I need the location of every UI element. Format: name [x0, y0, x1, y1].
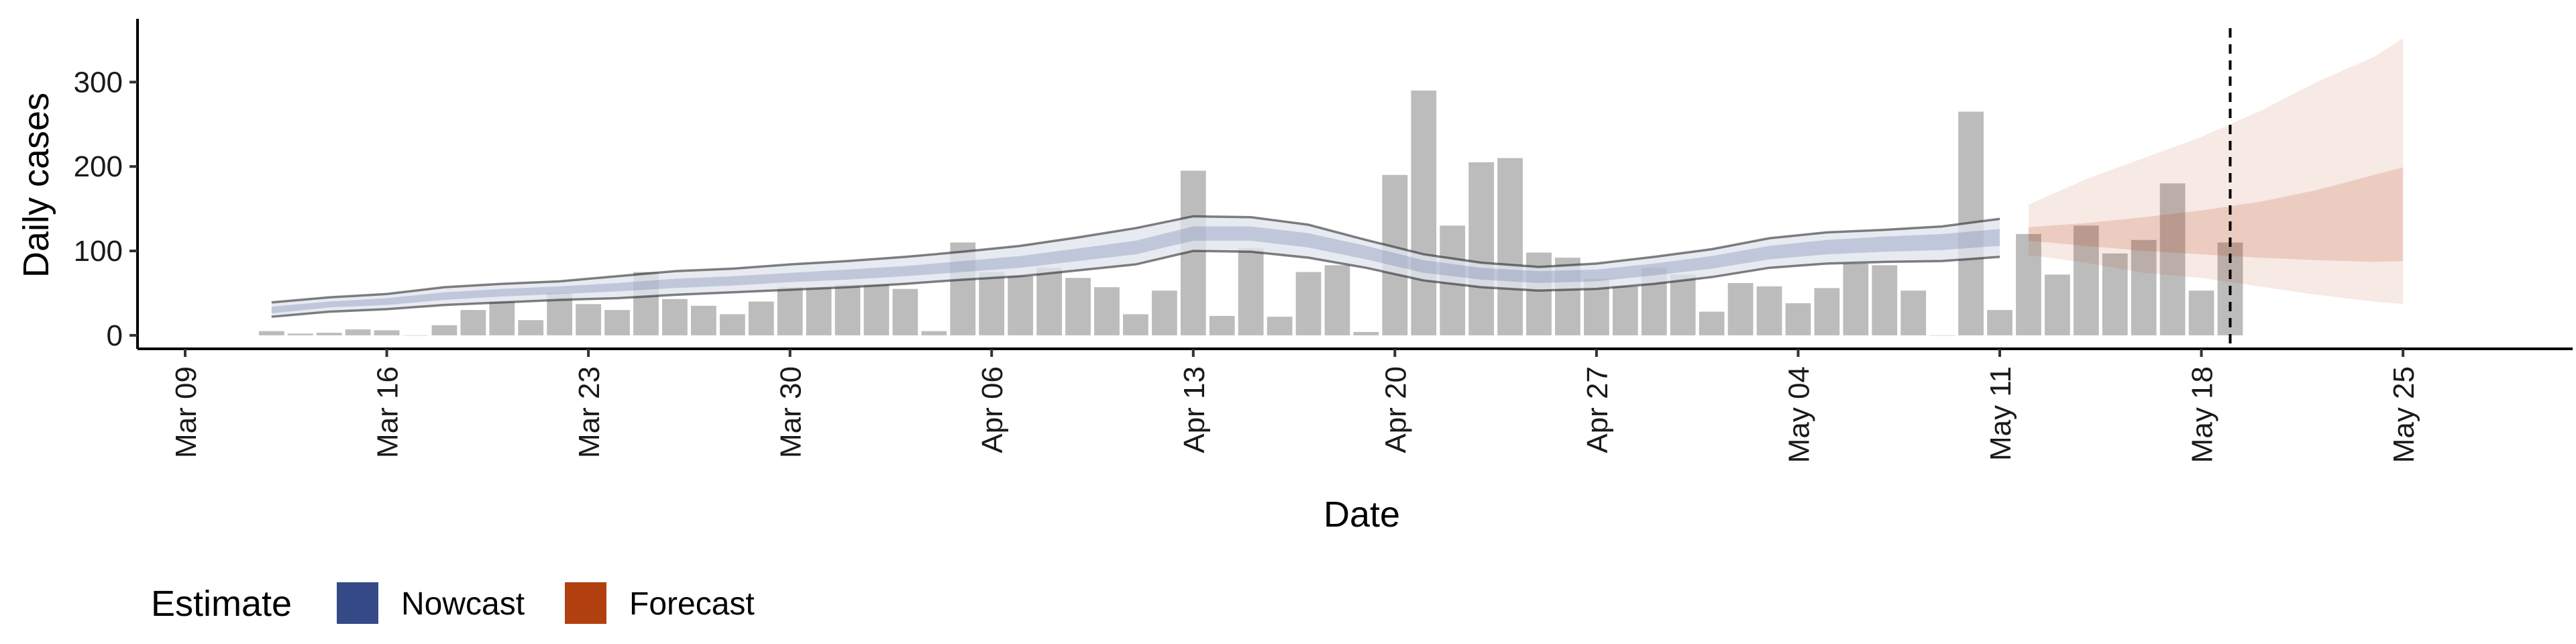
bar [1036, 268, 1062, 335]
x-tick-label: Mar 30 [775, 366, 808, 458]
bar [835, 284, 861, 335]
bar [1238, 248, 1264, 335]
bar [777, 287, 803, 335]
bar [1756, 286, 1782, 335]
bar [402, 335, 429, 336]
x-tick-label: Mar 16 [372, 366, 405, 458]
bar [1123, 314, 1148, 335]
bar [316, 333, 342, 335]
forecast-series [2028, 38, 2404, 305]
nowcast-lower-line [271, 250, 2000, 318]
x-tick-label: Apr 27 [1581, 366, 1614, 453]
y-axis-ticks: 0 100 200 300 [74, 66, 138, 352]
nowcast-90-band-tint [271, 216, 2000, 317]
bar [2159, 183, 2186, 335]
bar [1814, 288, 1840, 335]
bar [1151, 290, 1177, 335]
x-tick-label: Apr 20 [1379, 366, 1412, 453]
y-tick-label: 200 [74, 150, 123, 183]
bar [748, 301, 774, 335]
nowcast-50-band [271, 226, 2000, 314]
y-tick-label: 300 [74, 66, 123, 99]
bar [518, 320, 544, 335]
forecast-50-band [2028, 167, 2404, 262]
bar [1094, 287, 1120, 335]
x-tick-label: May 04 [1782, 366, 1815, 463]
bar [1324, 265, 1350, 335]
bar [460, 310, 486, 335]
bar [690, 305, 716, 335]
forecast-90-band [2028, 38, 2404, 305]
x-axis-ticks: Mar 09 Mar 16 Mar 23 Mar 30 Apr 06 Apr 13 Apr … [170, 349, 2420, 463]
bar [1209, 315, 1235, 335]
bar [1843, 263, 1869, 335]
bar [662, 299, 688, 335]
bar [719, 314, 745, 335]
legend-label-forecast: Forecast [629, 586, 755, 622]
bar [2131, 239, 2157, 335]
bar [1353, 331, 1379, 335]
bar [1727, 282, 1754, 335]
x-tick-label: May 11 [1984, 366, 2017, 461]
x-tick-label: Mar 09 [170, 366, 203, 458]
x-tick-label: Mar 23 [573, 366, 606, 458]
bar [576, 304, 602, 335]
legend-swatch-nowcast [337, 582, 378, 624]
y-tick-label: 0 [107, 319, 123, 352]
bar [1785, 303, 1811, 335]
bar [604, 310, 630, 335]
legend-title: Estimate [151, 584, 292, 624]
bar [2073, 225, 2099, 335]
legend-swatch-forecast [565, 582, 606, 624]
bar [1699, 311, 1725, 335]
bar [2044, 274, 2070, 335]
legend: Estimate Nowcast Forecast [151, 582, 755, 624]
nowcast-series [271, 215, 2000, 318]
bar [431, 325, 458, 335]
x-tick-label: Apr 06 [976, 366, 1009, 453]
bar [1468, 162, 1495, 335]
bar [2188, 290, 2214, 335]
bar [1008, 276, 1034, 335]
bar [921, 331, 947, 335]
bar [1872, 265, 1898, 335]
bar [1526, 252, 1552, 335]
y-axis-title: Daily cases [16, 93, 56, 278]
bar [1497, 158, 1523, 335]
bar [1612, 286, 1638, 335]
bar [374, 330, 400, 335]
bar [2016, 233, 2041, 335]
bar [892, 288, 918, 335]
x-tick-label: Apr 13 [1178, 366, 1211, 453]
bar [1987, 310, 2012, 335]
bar [1065, 278, 1091, 335]
bar [1900, 290, 1927, 335]
bar [258, 331, 284, 335]
bar [489, 301, 515, 335]
bar [287, 333, 313, 335]
bar [1295, 272, 1322, 335]
bar [2102, 253, 2128, 335]
bar [1411, 90, 1437, 335]
nowcast-90-band [271, 216, 2000, 317]
x-axis-title: Date [1324, 494, 1400, 535]
x-tick-label: May 25 [2387, 366, 2420, 463]
x-tick-label: May 18 [2186, 366, 2219, 463]
bar [1929, 335, 1955, 336]
bar [979, 272, 1005, 335]
axes [136, 19, 2573, 350]
legend-label-nowcast: Nowcast [401, 586, 525, 622]
bar [806, 287, 832, 335]
bar [1267, 317, 1293, 335]
bar [863, 284, 890, 335]
bar [1670, 274, 1696, 335]
nowcast-upper-line [271, 215, 2000, 304]
bar [345, 329, 371, 335]
y-tick-label: 100 [74, 235, 123, 268]
